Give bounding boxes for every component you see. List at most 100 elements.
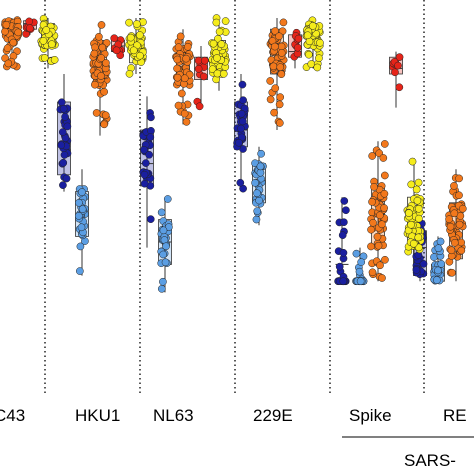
data-point xyxy=(455,220,464,229)
data-point xyxy=(275,100,284,109)
data-point xyxy=(251,179,259,187)
data-point xyxy=(95,32,103,41)
data-point xyxy=(275,32,283,41)
data-point xyxy=(140,170,149,179)
group-label: NL63 xyxy=(153,406,194,425)
data-point xyxy=(276,93,285,102)
data-point xyxy=(162,242,170,251)
data-point xyxy=(380,140,389,148)
data-point xyxy=(78,205,87,214)
data-point xyxy=(63,122,72,131)
data-point xyxy=(352,249,361,258)
group-labels: C43 HKU1 NL63 229E Spike RE xyxy=(0,406,467,425)
data-point xyxy=(236,178,245,187)
data-point xyxy=(367,242,375,251)
data-point xyxy=(195,102,204,111)
data-point xyxy=(313,63,322,72)
data-point xyxy=(4,59,13,68)
data-point xyxy=(316,38,324,47)
data-point xyxy=(446,222,455,231)
data-point xyxy=(136,51,144,60)
data-point xyxy=(129,46,138,55)
data-point xyxy=(237,124,245,133)
data-point xyxy=(25,24,34,33)
data-point xyxy=(413,196,422,205)
data-point xyxy=(407,220,415,229)
data-point xyxy=(1,27,9,36)
data-point xyxy=(450,209,459,218)
data-point xyxy=(239,96,247,105)
data-point xyxy=(409,239,418,248)
data-point xyxy=(237,109,246,118)
data-point xyxy=(76,242,85,251)
data-point xyxy=(47,40,56,49)
data-point xyxy=(270,108,278,117)
data-point xyxy=(266,95,275,104)
data-point xyxy=(275,119,284,127)
data-point xyxy=(408,157,417,166)
data-point xyxy=(2,20,11,29)
data-point xyxy=(373,232,382,241)
data-point xyxy=(9,38,18,47)
data-point xyxy=(340,197,349,205)
data-point xyxy=(97,54,106,62)
data-point xyxy=(238,80,247,89)
data-point xyxy=(269,62,278,71)
data-point xyxy=(78,188,86,196)
data-point xyxy=(305,50,313,59)
data-point xyxy=(457,238,466,247)
data-point xyxy=(356,277,365,286)
data-point xyxy=(76,267,84,275)
data-point xyxy=(214,35,222,43)
data-point xyxy=(367,225,375,234)
data-point xyxy=(177,89,186,98)
data-point xyxy=(157,284,166,293)
data-point xyxy=(59,181,67,189)
data-point xyxy=(180,74,189,83)
data-point xyxy=(395,53,404,61)
data-point xyxy=(159,250,168,259)
data-point xyxy=(271,84,280,93)
data-point xyxy=(374,241,383,250)
data-point xyxy=(379,154,388,162)
data-point xyxy=(436,237,445,246)
data-point xyxy=(271,27,279,35)
group-label: Spike xyxy=(349,406,392,425)
data-point xyxy=(100,87,108,96)
data-point xyxy=(159,226,168,235)
data-point xyxy=(110,34,119,43)
data-point xyxy=(380,171,389,180)
data-point xyxy=(407,180,416,189)
data-point xyxy=(199,72,208,81)
box-plots xyxy=(5,18,463,293)
data-point xyxy=(412,266,421,274)
data-point xyxy=(433,276,441,284)
data-point xyxy=(415,214,423,223)
data-point xyxy=(145,150,154,159)
data-point xyxy=(3,44,12,53)
data-point xyxy=(77,223,86,232)
data-point xyxy=(215,27,224,36)
data-point xyxy=(414,233,423,242)
data-point xyxy=(219,70,228,78)
data-point xyxy=(271,42,279,51)
data-point xyxy=(380,204,388,212)
data-point xyxy=(146,133,155,142)
data-point xyxy=(147,113,155,122)
data-point xyxy=(309,22,317,30)
data-point xyxy=(176,32,185,41)
data-point xyxy=(450,182,458,190)
data-point xyxy=(135,31,144,39)
data-point xyxy=(253,207,262,215)
data-point xyxy=(25,17,34,26)
data-point xyxy=(126,33,135,42)
sars-bracket-label: SARS- xyxy=(404,451,456,470)
data-point xyxy=(75,198,83,207)
data-point xyxy=(455,191,463,200)
data-point xyxy=(200,56,209,65)
data-point xyxy=(97,21,106,29)
data-point xyxy=(257,149,265,158)
data-point xyxy=(57,141,66,150)
group-label: HKU1 xyxy=(75,406,120,425)
